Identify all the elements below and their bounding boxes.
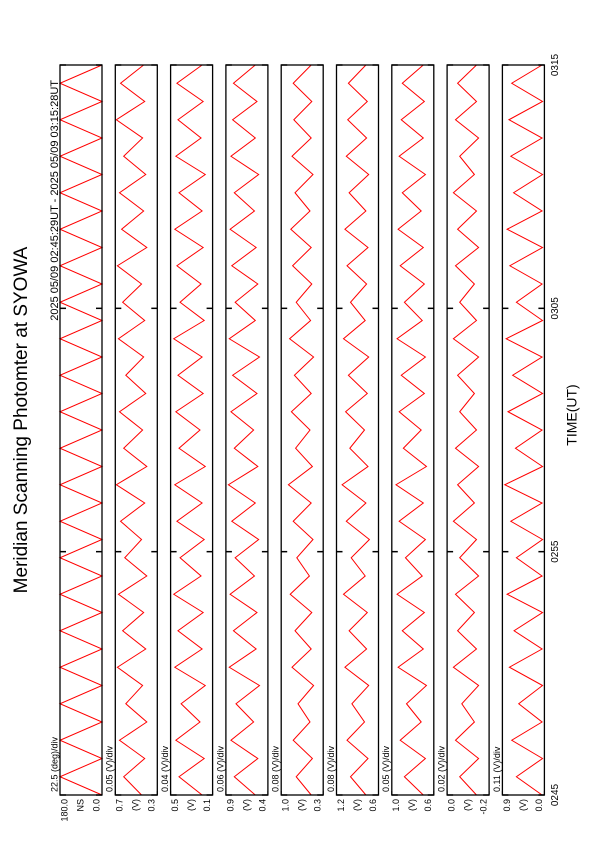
panel-frame	[391, 64, 435, 796]
panel-frame	[335, 64, 380, 796]
panel-unit-label: (V)	[407, 799, 417, 811]
panel-frame	[114, 64, 158, 796]
panel-unit-label: (V)	[186, 799, 196, 811]
panel-unit-label: (V)	[352, 799, 362, 811]
y-tick-label: 1.0	[391, 799, 401, 812]
panel-scale-label: 0.08 (V)/div	[326, 745, 336, 792]
panel-unit-label: (V)	[131, 799, 141, 811]
y-tick-label: 0.9	[225, 799, 235, 812]
panel-frame	[280, 64, 324, 796]
signal-line	[452, 64, 480, 796]
signal-line	[395, 64, 428, 796]
x-tick-label: 0305	[550, 297, 561, 320]
x-tick-label: 0315	[550, 53, 561, 76]
y-tick-label: 0.6	[368, 799, 378, 812]
panel-scale-label: 0.05 (V)/div	[105, 745, 115, 792]
panel-scale-label: 0.04 (V)/div	[160, 745, 170, 792]
y-tick-label: -0.2	[478, 799, 488, 815]
panel-unit-label: NS	[75, 799, 85, 812]
y-tick-label: 1.0	[281, 799, 291, 812]
panel-frame	[225, 64, 269, 796]
panel-frame	[169, 64, 214, 796]
chart-subtitle: 2025 05/09 02:45:29UT - 2025 05/09 03:15…	[49, 80, 61, 321]
signal-line	[227, 64, 261, 796]
y-tick-label: 0.1	[202, 799, 212, 812]
y-tick-label: 180.0	[59, 799, 69, 822]
panel-frame	[501, 64, 546, 796]
y-tick-label: 0.9	[502, 799, 512, 812]
panel-scale-label: 0.06 (V)/div	[215, 745, 225, 792]
x-tick-label: 0255	[550, 540, 561, 563]
y-tick-label: 0.3	[147, 799, 157, 812]
y-tick-label: 0.6	[423, 799, 433, 812]
signal-line	[172, 64, 207, 796]
panel-unit-label: (V)	[518, 799, 528, 811]
x-tick-label: 0245	[550, 783, 561, 806]
y-tick-label: 0.5	[170, 799, 180, 812]
panel-frame	[59, 64, 103, 796]
panel-unit-label: (V)	[297, 799, 307, 811]
y-tick-label: 1.2	[336, 799, 346, 812]
signal-line	[58, 64, 104, 796]
panel-scale-label: 22.5 (deg)/div	[49, 736, 59, 792]
y-tick-label: 0.3	[313, 799, 323, 812]
y-tick-label: 0.0	[91, 799, 101, 812]
panel-unit-label: (V)	[241, 799, 251, 811]
y-tick-label: 0.0	[534, 799, 544, 812]
y-tick-label: 0.4	[257, 799, 267, 812]
x-axis-label: TIME(UT)	[564, 384, 580, 445]
panel-unit-label: (V)	[462, 799, 472, 811]
signal-line	[287, 64, 315, 796]
y-tick-label: 0.0	[446, 799, 456, 812]
landscape-plot: Meridian Scanning Photomter at SYOWA 202…	[11, 53, 580, 821]
signal-line	[115, 64, 148, 796]
panel-scale-label: 0.02 (V)/div	[436, 745, 446, 792]
panel-scale-label: 0.11 (V)/div	[492, 746, 502, 792]
signal-line	[503, 64, 544, 796]
y-tick-label: 0.7	[115, 799, 125, 812]
chart-title: Meridian Scanning Photomter at SYOWA	[11, 246, 32, 593]
panel-scale-label: 0.05 (V)/div	[381, 745, 391, 792]
signal-line	[341, 64, 371, 796]
panel-frame	[446, 64, 490, 796]
panel-scale-label: 0.08 (V)/div	[271, 745, 281, 792]
